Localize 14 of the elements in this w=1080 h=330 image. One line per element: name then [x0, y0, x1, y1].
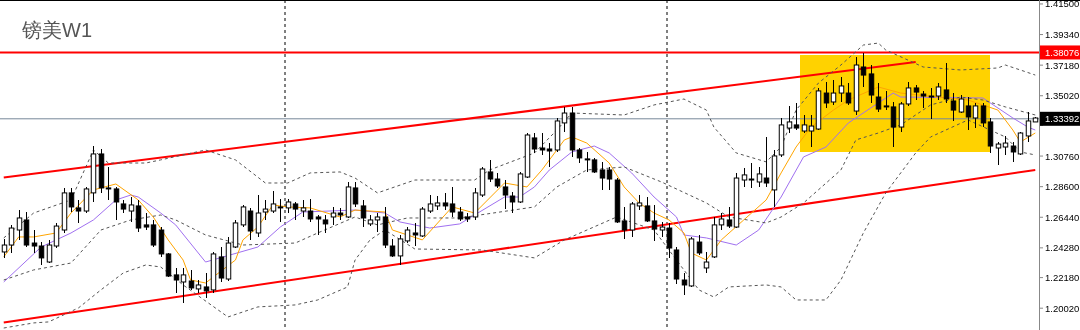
text: 镑美W1 — [21, 19, 92, 41]
y-tick-label: 1.30760 — [1045, 150, 1080, 162]
y-tick-label: 1.37180 — [1045, 59, 1080, 71]
ref-line-label: 1.33392 — [1045, 113, 1080, 125]
y-tick-label: 1.35020 — [1045, 90, 1080, 102]
y-tick-label: 1.22180 — [1045, 272, 1080, 284]
y-tick-label: 1.41500 — [1045, 0, 1080, 10]
y-tick-label: 1.24280 — [1045, 242, 1080, 254]
line-series — [3, 42, 1036, 239]
y-tick-label: 1.20020 — [1045, 302, 1080, 314]
ref-line-label: 1.38076 — [1045, 46, 1080, 58]
y-tick-label: 1.28600 — [1045, 181, 1080, 193]
y-tick-label: 1.39340 — [1045, 29, 1080, 41]
y-tick-label: 1.26440 — [1045, 211, 1080, 223]
